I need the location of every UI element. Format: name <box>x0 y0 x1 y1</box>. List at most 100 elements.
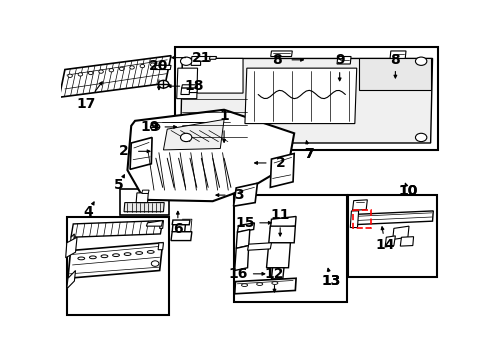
Text: 15: 15 <box>235 216 254 230</box>
Text: 14: 14 <box>375 238 394 252</box>
Polygon shape <box>191 57 210 66</box>
Text: 9: 9 <box>334 53 344 67</box>
Polygon shape <box>358 58 430 90</box>
Polygon shape <box>392 226 408 239</box>
Polygon shape <box>244 68 356 123</box>
Polygon shape <box>70 234 74 246</box>
Text: 12: 12 <box>264 267 284 281</box>
Text: 7: 7 <box>304 147 313 161</box>
Text: 8: 8 <box>272 53 282 67</box>
Circle shape <box>150 63 155 66</box>
Circle shape <box>68 74 72 77</box>
Polygon shape <box>266 243 290 268</box>
Text: 13: 13 <box>321 274 340 288</box>
Circle shape <box>129 66 134 69</box>
Polygon shape <box>247 243 271 250</box>
Polygon shape <box>180 58 432 143</box>
Polygon shape <box>233 183 257 206</box>
Circle shape <box>88 71 93 75</box>
Polygon shape <box>270 153 294 187</box>
Polygon shape <box>68 243 163 278</box>
Polygon shape <box>400 237 413 246</box>
Polygon shape <box>181 85 197 88</box>
Polygon shape <box>71 221 163 237</box>
Text: 2: 2 <box>276 156 285 170</box>
Polygon shape <box>130 138 152 169</box>
Ellipse shape <box>78 257 84 260</box>
Circle shape <box>415 133 426 141</box>
Polygon shape <box>349 211 358 228</box>
Polygon shape <box>351 211 432 225</box>
Polygon shape <box>59 56 171 97</box>
Ellipse shape <box>256 283 262 285</box>
Text: 16: 16 <box>228 267 248 281</box>
Text: 7: 7 <box>304 147 313 161</box>
Polygon shape <box>352 200 366 210</box>
Circle shape <box>158 80 168 88</box>
Polygon shape <box>237 223 254 232</box>
Polygon shape <box>172 220 189 225</box>
Polygon shape <box>136 193 148 203</box>
Ellipse shape <box>147 251 154 253</box>
Polygon shape <box>209 57 216 59</box>
Polygon shape <box>270 216 296 229</box>
Text: 20: 20 <box>149 59 168 73</box>
Polygon shape <box>234 246 248 270</box>
Ellipse shape <box>136 252 142 255</box>
Ellipse shape <box>89 256 96 259</box>
Bar <box>347 195 436 276</box>
Polygon shape <box>155 66 171 69</box>
Text: 21: 21 <box>192 51 211 64</box>
Polygon shape <box>172 225 185 232</box>
Polygon shape <box>182 58 243 93</box>
Text: 13: 13 <box>321 274 340 288</box>
Polygon shape <box>181 88 189 94</box>
Circle shape <box>119 67 124 71</box>
Circle shape <box>99 70 103 73</box>
Polygon shape <box>65 237 77 258</box>
Circle shape <box>180 57 191 66</box>
Polygon shape <box>234 278 296 294</box>
Text: 19: 19 <box>140 120 160 134</box>
Circle shape <box>151 261 159 266</box>
Text: 5: 5 <box>114 178 123 192</box>
Polygon shape <box>159 221 163 228</box>
Bar <box>67 217 169 315</box>
Text: 3: 3 <box>233 188 243 202</box>
Text: 2: 2 <box>119 144 128 158</box>
Circle shape <box>109 68 113 72</box>
Circle shape <box>180 133 191 141</box>
Ellipse shape <box>241 284 247 287</box>
Text: 4: 4 <box>83 205 93 219</box>
Circle shape <box>415 57 426 66</box>
Polygon shape <box>176 68 197 99</box>
Circle shape <box>140 64 144 68</box>
Text: 6: 6 <box>173 222 183 237</box>
Polygon shape <box>163 120 224 150</box>
Polygon shape <box>67 270 75 289</box>
Bar <box>352 210 370 228</box>
Ellipse shape <box>101 255 108 258</box>
Ellipse shape <box>112 254 119 257</box>
Polygon shape <box>124 203 164 212</box>
Text: 17: 17 <box>76 96 95 111</box>
Polygon shape <box>385 236 395 247</box>
Polygon shape <box>171 232 191 240</box>
Polygon shape <box>236 229 249 248</box>
Polygon shape <box>268 226 295 243</box>
Ellipse shape <box>271 282 277 284</box>
Text: 11: 11 <box>270 208 289 222</box>
Polygon shape <box>146 221 163 226</box>
Polygon shape <box>389 51 405 58</box>
Circle shape <box>78 73 82 76</box>
Polygon shape <box>158 243 163 250</box>
Bar <box>233 195 346 302</box>
Text: 1: 1 <box>219 109 228 123</box>
Circle shape <box>150 123 159 130</box>
Text: 8: 8 <box>390 53 400 67</box>
Ellipse shape <box>124 253 131 256</box>
Text: 10: 10 <box>397 184 417 198</box>
Bar <box>120 189 169 215</box>
Polygon shape <box>189 88 197 93</box>
Polygon shape <box>270 51 292 57</box>
